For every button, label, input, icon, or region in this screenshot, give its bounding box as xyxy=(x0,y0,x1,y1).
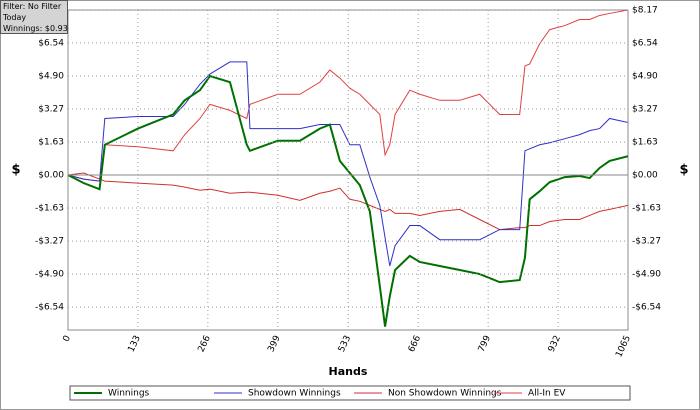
legend-label: Showdown Winnings xyxy=(248,389,341,399)
series-line xyxy=(68,61,628,267)
y2-tick-label: $6.54 xyxy=(632,38,658,48)
filter-box: Filter: No Filter Today Winnings: $0.93 xyxy=(0,0,68,34)
plot-lines xyxy=(68,10,628,327)
y-tick-label: $3.27 xyxy=(38,104,64,114)
legend-label: Winnings xyxy=(108,389,150,399)
legend xyxy=(69,385,631,401)
y-tick-label: $6.54 xyxy=(38,38,64,48)
y2-tick-label: -$3.27 xyxy=(632,237,661,247)
filter-text: Winnings: $0.93 xyxy=(3,24,68,33)
y2-tick-label: $4.90 xyxy=(632,72,658,82)
y2-axis-label: $ xyxy=(679,163,688,178)
y2-tick-label: -$1.63 xyxy=(632,203,661,213)
y-tick-label: $0.00 xyxy=(38,171,64,181)
y-tick-label: $4.90 xyxy=(38,72,64,82)
y-tick-label: -$1.63 xyxy=(35,203,64,213)
y-axis-label: $ xyxy=(11,163,20,178)
y-tick-label: -$3.27 xyxy=(35,237,64,247)
x-axis-label: Hands xyxy=(329,365,368,378)
x-tick-label: 0 xyxy=(61,334,73,344)
legend-label: All-In EV xyxy=(528,389,566,399)
y-tick-label: -$6.54 xyxy=(35,303,64,313)
y2-tick-label: $1.63 xyxy=(632,138,658,148)
y2-tick-label: -$6.54 xyxy=(632,303,661,313)
y2-tick-label: $0.00 xyxy=(632,171,658,181)
y2-tick-label: -$4.90 xyxy=(632,270,661,280)
y-tick-label: -$4.90 xyxy=(35,270,64,280)
y2-tick-label: $3.27 xyxy=(632,104,658,114)
series-line xyxy=(68,172,628,231)
y2-tick-label: $8.17 xyxy=(632,6,658,16)
filter-text: Today xyxy=(3,13,27,22)
series-line xyxy=(68,10,628,182)
legend-label: Non Showdown Winnings xyxy=(388,389,502,399)
series-line xyxy=(68,74,628,327)
filter-text: Filter: No Filter xyxy=(3,2,62,11)
y-tick-label: $1.63 xyxy=(38,138,64,148)
